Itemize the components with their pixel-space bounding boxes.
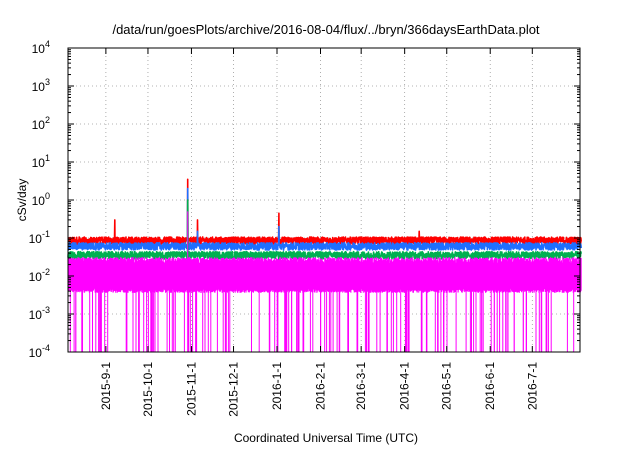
y-tick-exponent: -4 <box>42 343 50 353</box>
y-tick-exponent: 4 <box>45 39 50 49</box>
series-line <box>67 187 582 251</box>
x-tick-label: 2016-5-1 <box>440 362 454 410</box>
y-tick-label: 103 <box>32 77 50 94</box>
y-tick-exponent: 0 <box>45 191 50 201</box>
series-layer <box>67 178 582 352</box>
y-tick-exponent: 3 <box>45 77 50 87</box>
y-tick-label: 102 <box>32 115 50 132</box>
y-tick-label: 104 <box>32 39 50 56</box>
x-tick-label: 2016-1-1 <box>270 362 284 410</box>
y-axis-label: cSv/day <box>15 179 29 222</box>
y-tick-exponent: -3 <box>42 305 50 315</box>
x-axis-label: Coordinated Universal Time (UTC) <box>234 431 418 445</box>
series-line <box>67 199 582 260</box>
x-tick-label: 2016-6-1 <box>483 362 497 410</box>
x-ticks: 2015-9-1 2015-10-1 2015-11-1 2015-12-1 2016-… <box>99 48 539 417</box>
x-tick-label: 2016-4-1 <box>398 362 412 410</box>
y-tick-label: 10-4 <box>29 343 50 360</box>
y-tick-exponent: -2 <box>42 267 50 277</box>
y-tick-label: 10-3 <box>29 305 50 322</box>
chart-title: /data/run/goesPlots/archive/2016-08-04/f… <box>112 22 539 37</box>
x-tick-label: 2015-10-1 <box>141 362 155 417</box>
y-tick-exponent: 2 <box>45 115 50 125</box>
y-tick-exponent: -1 <box>42 229 50 239</box>
series-line <box>67 178 582 246</box>
x-tick-label: 2015-12-1 <box>227 362 241 417</box>
series-line <box>67 211 582 352</box>
x-tick-label: 2015-9-1 <box>99 362 113 410</box>
y-tick-exponent: 1 <box>45 153 50 163</box>
x-tick-label: 2015-11-1 <box>184 362 198 416</box>
y-tick-label: 10-1 <box>29 229 50 246</box>
x-tick-label: 2016-7-1 <box>525 362 539 410</box>
y-tick-label: 101 <box>32 153 50 170</box>
x-tick-label: 2016-3-1 <box>354 362 368 410</box>
y-tick-label: 100 <box>32 191 50 208</box>
y-tick-label: 10-2 <box>29 267 50 284</box>
x-tick-label: 2016-2-1 <box>313 362 327 410</box>
